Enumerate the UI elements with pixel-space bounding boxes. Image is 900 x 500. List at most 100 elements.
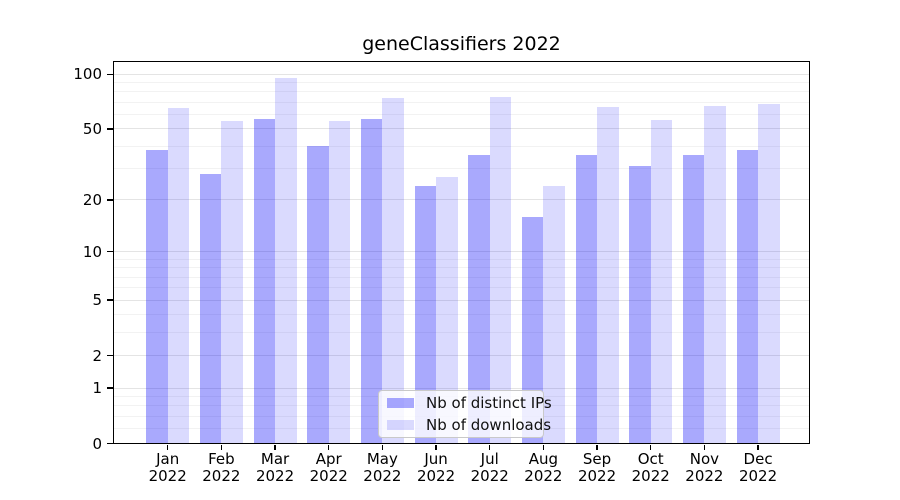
x-tick-label-year: 2022 [148, 467, 187, 485]
bar-downloads-sep [597, 107, 619, 444]
x-tick-label-feb: Feb 2022 [190, 451, 252, 485]
gridline-minor-4 [113, 314, 810, 316]
x-tick-label-month: Sep [582, 450, 612, 468]
gridline-minor-7 [113, 276, 810, 278]
x-tick-label-year: 2022 [470, 467, 509, 485]
bar-downloads-aug [543, 185, 565, 444]
bar-ips-may [360, 118, 383, 444]
gridline-major-5 [113, 299, 810, 301]
x-tick-label-year: 2022 [202, 467, 241, 485]
y-tick-10 [106, 250, 113, 253]
y-tick-100 [106, 73, 113, 76]
x-tick-label-month: Feb [208, 450, 235, 468]
gridline-minor-90 [113, 82, 810, 84]
x-tick-label-month: Apr [315, 450, 342, 468]
x-tick-label-month: Oct [637, 450, 664, 468]
y-tick-0 [106, 442, 113, 445]
y-tick-label-100: 100 [73, 65, 102, 84]
x-tick-label-year: 2022 [738, 467, 778, 485]
bar-ips-dec [736, 150, 759, 444]
bar-ips-feb [199, 174, 222, 444]
gridline-major-2 [113, 355, 810, 357]
bar-ips-nov [682, 154, 705, 444]
gridline-major-1 [113, 387, 810, 389]
x-tick-label-month: May [366, 450, 398, 468]
x-tick-label-mar: Mar 2022 [244, 451, 306, 485]
gridline-major-100 [113, 73, 810, 75]
x-tick-label-aug: Aug 2022 [512, 451, 574, 485]
bar-downloads-mar [275, 78, 297, 444]
bar-downloads-may [382, 98, 404, 444]
bar-downloads-dec [758, 103, 780, 444]
x-tick-label-month: Dec [743, 450, 773, 468]
bar-downloads-apr [328, 121, 351, 444]
x-tick-label-year: 2022 [685, 467, 724, 485]
x-tick-nov [703, 444, 706, 450]
x-tick-sep [596, 444, 598, 450]
y-tick-label-20: 20 [82, 190, 102, 209]
bar-downloads-feb [221, 121, 243, 444]
x-tick-label-month: Jun [424, 450, 448, 468]
x-tick-label-month: Jul [480, 450, 499, 468]
bar-ips-mar [253, 118, 276, 444]
x-tick-label-year: 2022 [363, 467, 402, 485]
bar-downloads-jun [436, 176, 458, 444]
x-tick-label-sep: Sep 2022 [566, 451, 628, 485]
gridline-minor-70 [113, 101, 810, 103]
x-tick-feb [220, 444, 223, 450]
x-tick-label-dec: Dec 2022 [727, 451, 789, 485]
x-tick-label-month: Aug [528, 450, 559, 468]
bar-ips-apr [307, 146, 329, 444]
x-tick-label-year: 2022 [416, 467, 456, 485]
y-tick-50 [106, 128, 113, 130]
legend-item-distinct-ips: Nb of distinct IPs [387, 394, 552, 413]
gridline-major-50 [113, 128, 810, 130]
x-tick-label-month: Mar [260, 450, 290, 468]
x-tick-label-oct: Oct 2022 [620, 451, 682, 485]
bar-ips-aug [521, 216, 544, 444]
bar-downloads-jul [489, 97, 512, 444]
x-tick-label-may: May 2022 [351, 451, 413, 485]
y-tick-label-5: 5 [92, 291, 102, 310]
y-tick-label-50: 50 [82, 119, 102, 138]
gridline-minor-8 [113, 267, 810, 269]
legend-swatch-downloads [387, 419, 414, 430]
legend: Nb of distinct IPs Nb of downloads [378, 390, 552, 438]
x-tick-label-jul: Jul 2022 [459, 451, 521, 485]
x-tick-label-year: 2022 [309, 467, 348, 485]
bar-downloads-oct [650, 120, 673, 444]
x-tick-label-year: 2022 [524, 467, 563, 485]
x-tick-apr [327, 444, 330, 450]
x-tick-may [381, 444, 384, 450]
x-tick-oct [649, 444, 652, 450]
gridline-major-20 [113, 199, 810, 201]
bar-ips-sep [575, 154, 598, 444]
chart-title: geneClassifiers 2022 [362, 33, 561, 55]
legend-swatch-distinct-ips [387, 398, 414, 409]
legend-label-distinct-ips: Nb of distinct IPs [426, 394, 552, 413]
gridline-minor-80 [113, 91, 810, 93]
bar-ips-jan [146, 150, 168, 444]
bar-ips-jul [468, 154, 490, 444]
x-tick-label-year: 2022 [255, 467, 295, 485]
x-tick-jan [166, 444, 169, 450]
y-tick-label-2: 2 [92, 346, 102, 365]
x-tick-label-jan: Jan 2022 [137, 451, 199, 485]
x-tick-mar [274, 444, 276, 450]
x-tick-jul [488, 444, 491, 450]
x-tick-label-jun: Jun 2022 [405, 451, 467, 485]
y-tick-label-0: 0 [92, 434, 102, 453]
bar-ips-jun [414, 185, 437, 444]
y-tick-label-10: 10 [82, 242, 102, 261]
legend-item-downloads: Nb of downloads [387, 416, 551, 435]
gridline-major-10 [113, 251, 810, 253]
gridline-minor-9 [113, 258, 810, 260]
y-tick-2 [106, 354, 113, 357]
gridline-minor-3 [113, 332, 810, 334]
bar-downloads-nov [704, 105, 726, 444]
x-tick-label-apr: Apr 2022 [298, 451, 360, 485]
gridline-minor-60 [113, 114, 810, 116]
bar-ips-oct [629, 166, 651, 444]
y-tick-label-1: 1 [92, 379, 102, 398]
